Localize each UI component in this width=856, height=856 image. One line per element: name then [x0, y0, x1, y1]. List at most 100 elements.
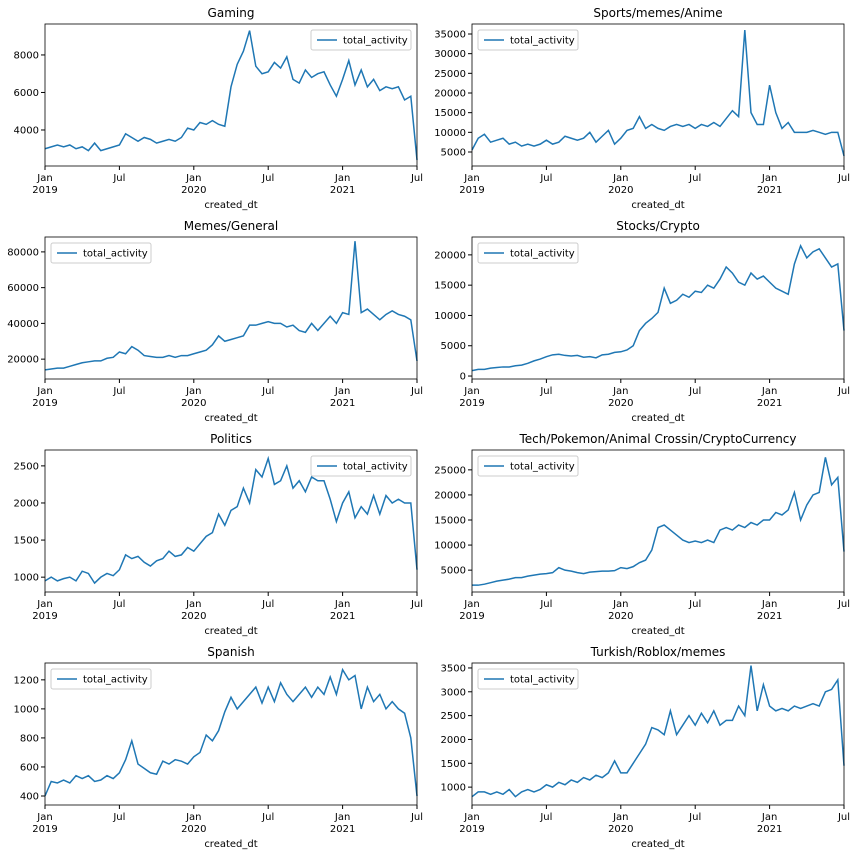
plot-frame	[44, 449, 418, 593]
x-tick-label: Jan 2021	[757, 386, 782, 409]
chart-title: Stocks/Crypto	[616, 219, 700, 233]
legend-box	[477, 455, 579, 477]
legend-label: total_activity	[510, 462, 575, 473]
x-axis-label: created_dt	[631, 839, 684, 850]
y-tick-label: 25000	[434, 69, 466, 80]
y-tick-label: 1000	[14, 704, 39, 715]
x-tick-label: Jan 2020	[608, 173, 633, 196]
legend-box	[50, 668, 152, 690]
x-tick-label: Jul	[837, 386, 850, 397]
chart-title: Memes/General	[184, 219, 278, 233]
data-line	[44, 241, 418, 371]
y-tick-label: 25000	[434, 465, 466, 476]
chart-title: Spanish	[207, 645, 254, 659]
y-tick-label: 800	[20, 733, 39, 744]
y-tick-label: 5000	[441, 566, 466, 577]
y-tick-label: 1500	[441, 759, 466, 770]
x-tick-label: Jan 2019	[459, 812, 484, 835]
data-line	[44, 667, 418, 797]
y-tick-label: 2500	[441, 711, 466, 722]
y-tick-label: 8000	[14, 50, 39, 61]
x-tick-label: Jan 2021	[757, 173, 782, 196]
x-tick-label: Jan 2020	[608, 386, 633, 409]
plot-frame	[44, 662, 418, 806]
x-tick-label: Jul	[410, 812, 423, 823]
legend-box	[477, 668, 579, 690]
legend-box	[50, 242, 152, 264]
legend-box	[477, 242, 579, 264]
plot-frame	[44, 23, 418, 167]
y-tick-label: 15000	[434, 515, 466, 526]
y-tick-label: 20000	[434, 250, 466, 261]
plot-frame	[471, 236, 845, 380]
legend-label: total_activity	[510, 36, 575, 47]
x-tick-label: Jan 2021	[330, 386, 355, 409]
y-tick-label: 80000	[7, 247, 39, 258]
x-tick-label: Jul	[688, 812, 701, 823]
y-tick-label: 3500	[441, 663, 466, 674]
x-tick-label: Jul	[688, 173, 701, 184]
x-tick-label: Jul	[112, 386, 125, 397]
x-tick-label: Jul	[837, 599, 850, 610]
data-line	[44, 455, 418, 585]
x-tick-label: Jan 2020	[181, 173, 206, 196]
x-axis-label: created_dt	[631, 626, 684, 637]
y-tick-label: 600	[20, 762, 39, 773]
x-tick-label: Jan 2019	[32, 173, 57, 196]
x-tick-label: Jan 2019	[32, 386, 57, 409]
x-tick-label: Jan 2019	[459, 599, 484, 622]
y-tick-label: 15000	[434, 108, 466, 119]
x-axis-label: created_dt	[204, 200, 257, 211]
y-tick-label: 40000	[7, 319, 39, 330]
y-tick-label: 10000	[434, 311, 466, 322]
x-tick-label: Jul	[410, 173, 423, 184]
x-tick-label: Jan 2020	[608, 812, 633, 835]
y-tick-label: 2000	[441, 735, 466, 746]
x-tick-label: Jul	[261, 812, 274, 823]
x-axis-label: created_dt	[204, 839, 257, 850]
legend-box	[477, 29, 579, 51]
y-tick-label: 1000	[14, 573, 39, 584]
x-tick-label: Jul	[261, 173, 274, 184]
y-tick-label: 2000	[14, 498, 39, 509]
x-tick-label: Jul	[837, 173, 850, 184]
y-tick-label: 60000	[7, 283, 39, 294]
x-tick-label: Jan 2021	[330, 173, 355, 196]
y-tick-label: 35000	[434, 29, 466, 40]
legend-label: total_activity	[510, 249, 575, 260]
x-tick-label: Jul	[261, 386, 274, 397]
chart-title: Tech/Pokemon/Animal Crossin/CryptoCurren…	[518, 432, 796, 446]
x-tick-label: Jul	[410, 599, 423, 610]
plot-frame	[471, 23, 845, 167]
x-tick-label: Jul	[539, 173, 552, 184]
x-tick-label: Jul	[837, 812, 850, 823]
y-tick-label: 20000	[434, 490, 466, 501]
legend-box	[310, 29, 412, 51]
x-tick-label: Jan 2020	[181, 599, 206, 622]
legend-label: total_activity	[83, 249, 148, 260]
y-tick-label: 5000	[441, 341, 466, 352]
x-axis-label: created_dt	[631, 413, 684, 424]
x-tick-label: Jul	[688, 386, 701, 397]
y-tick-label: 2500	[14, 461, 39, 472]
x-tick-label: Jan 2019	[32, 812, 57, 835]
y-tick-label: 3000	[441, 687, 466, 698]
legend-box	[310, 455, 412, 477]
y-tick-label: 4000	[14, 125, 39, 136]
x-tick-label: Jan 2021	[330, 599, 355, 622]
x-tick-label: Jul	[112, 812, 125, 823]
x-tick-label: Jan 2021	[757, 599, 782, 622]
y-tick-label: 10000	[434, 128, 466, 139]
x-tick-label: Jan 2021	[757, 812, 782, 835]
x-tick-label: Jul	[688, 599, 701, 610]
chart-title: Gaming	[208, 6, 255, 20]
y-tick-label: 6000	[14, 88, 39, 99]
x-tick-label: Jul	[112, 599, 125, 610]
plot-frame	[44, 236, 418, 380]
legend-label: total_activity	[510, 675, 575, 686]
y-tick-label: 30000	[434, 49, 466, 60]
x-axis-label: created_dt	[204, 626, 257, 637]
y-tick-label: 400	[20, 791, 39, 802]
x-tick-label: Jul	[410, 386, 423, 397]
